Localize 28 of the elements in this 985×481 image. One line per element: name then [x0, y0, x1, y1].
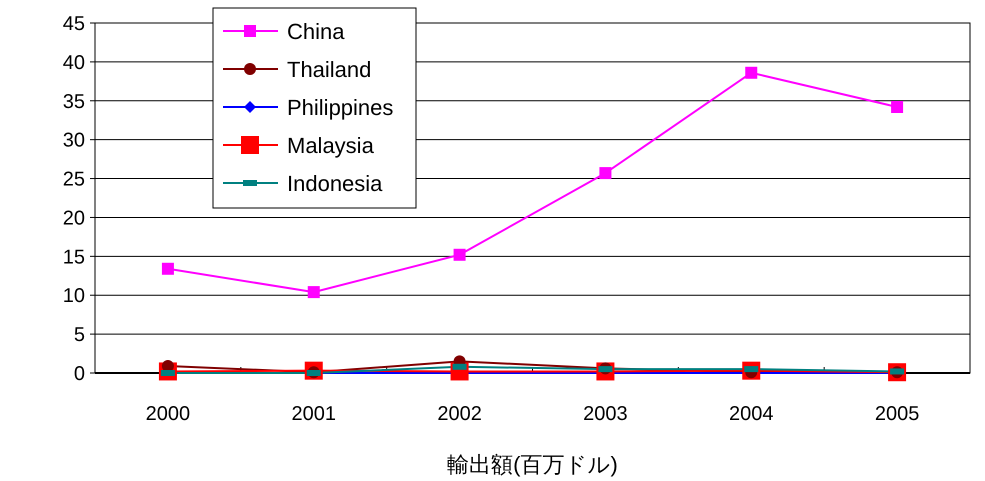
point — [308, 286, 320, 298]
x-tick-label: 2004 — [729, 403, 774, 425]
x-axis-title: 輸出額(百万ドル) — [447, 452, 618, 477]
x-tick-label: 2001 — [292, 403, 336, 425]
y-tick-label: 15 — [62, 246, 85, 268]
y-tick-label: 40 — [62, 52, 85, 74]
point — [745, 66, 758, 79]
y-tick-label: 5 — [74, 324, 85, 346]
x-tick-label: 2003 — [583, 403, 628, 425]
y-tick-label: 35 — [62, 90, 85, 113]
x-tick-label: 2002 — [437, 403, 482, 425]
y-tick-label: 0 — [74, 363, 85, 385]
point — [454, 248, 466, 261]
y-tick-label: 20 — [62, 207, 85, 230]
y-tick-label: 45 — [62, 13, 85, 35]
legend-label: China — [287, 19, 346, 44]
legend-label: Indonesia — [287, 171, 384, 196]
x-tick-label: 2005 — [874, 403, 920, 425]
y-tick-label: 10 — [62, 285, 85, 308]
y-tick-label: 25 — [62, 168, 85, 191]
legend-label: Malaysia — [287, 133, 375, 158]
legend-label: Philippines — [287, 95, 394, 120]
legend-label: Thailand — [287, 57, 372, 82]
point — [599, 167, 612, 180]
point — [891, 101, 904, 113]
y-tick-label: 30 — [62, 130, 85, 152]
point — [162, 262, 174, 275]
x-tick-label: 2000 — [146, 403, 190, 425]
